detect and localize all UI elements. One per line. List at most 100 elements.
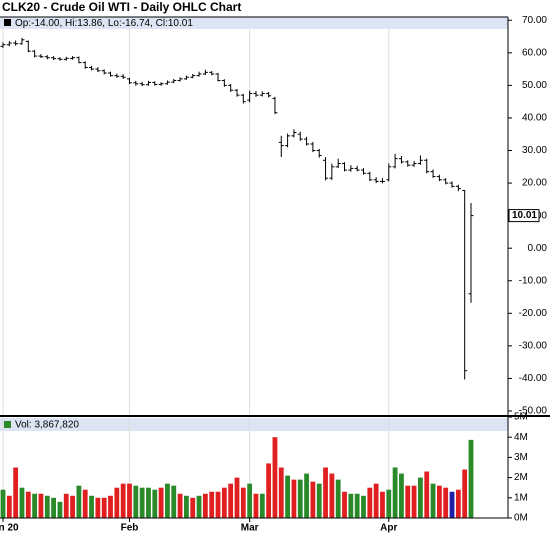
- y-tick-label: 50.00: [522, 80, 547, 91]
- volume-bar: [380, 491, 385, 518]
- price-legend-bar: [0, 17, 508, 29]
- volume-bar: [215, 491, 221, 518]
- volume-bar: [44, 495, 50, 518]
- volume-bar: [114, 487, 120, 518]
- volume-bar: [89, 495, 94, 518]
- volume-bar: [177, 493, 183, 518]
- volume-bar: [209, 491, 215, 518]
- volume-bar: [101, 497, 107, 518]
- y-tick-label: 0.00: [528, 243, 548, 254]
- volume-bar: [361, 495, 366, 518]
- volume-bar: [0, 489, 6, 518]
- volume-bar: [32, 493, 38, 518]
- y-tick-label: -50.00: [519, 406, 548, 417]
- y-tick-label: 1M: [514, 492, 528, 503]
- volume-bar: [468, 439, 474, 518]
- volume-bar: [25, 491, 31, 518]
- volume-bar: [329, 473, 335, 518]
- y-tick-label: 4M: [514, 432, 528, 443]
- volume-bar: [367, 487, 373, 518]
- volume-bar: [76, 485, 82, 518]
- volume-bar: [424, 471, 430, 518]
- volume-bar: [6, 495, 12, 518]
- volume-bar: [19, 487, 25, 518]
- price-legend: Op:-14.00, Hi:13.86, Lo:-16.74, Cl:10.01: [15, 18, 193, 29]
- volume-bar: [240, 487, 246, 518]
- volume-bar: [57, 501, 63, 518]
- volume-bar: [108, 495, 113, 518]
- y-tick-label: 70.00: [522, 15, 547, 26]
- y-tick-label: 20.00: [522, 178, 547, 189]
- volume-bar: [152, 489, 158, 518]
- volume-bar: [165, 483, 170, 518]
- y-tick-label: 60.00: [522, 47, 547, 58]
- volume-bar: [228, 483, 234, 518]
- plot-layer: Jan 20 Feb Mar Apr: [0, 29, 474, 534]
- volume-bar: [253, 493, 259, 518]
- last-price-box: [508, 209, 540, 223]
- y-tick-label: -30.00: [519, 341, 548, 352]
- volume-bar: [449, 491, 455, 518]
- volume-bar: [13, 467, 19, 518]
- volume-bar: [221, 487, 227, 518]
- volume-bar: [392, 467, 398, 518]
- volume-bar: [95, 497, 101, 518]
- volume-bar: [285, 475, 290, 518]
- price-legend-swatch: [4, 19, 11, 26]
- x-tick-label: Apr: [380, 523, 397, 534]
- volume-bar: [436, 485, 442, 518]
- volume-bar: [399, 473, 404, 518]
- volume-legend-swatch: [4, 421, 11, 428]
- chart-title: CLK20 - Crude Oil WTI - Daily OHLC Chart: [2, 0, 241, 14]
- y-tick-label: -10.00: [519, 275, 548, 286]
- volume-bar: [190, 497, 196, 518]
- volume-bar: [120, 483, 126, 518]
- volume-legend-bar: [0, 418, 508, 431]
- volume-bar: [411, 485, 417, 518]
- x-tick-label: Jan 20: [0, 523, 19, 534]
- volume-bar: [146, 487, 151, 518]
- volume-bar: [335, 479, 341, 518]
- volume-legend: Vol: 3,867,820: [15, 420, 79, 431]
- last-price-label: 10.01: [512, 210, 537, 221]
- y-tick-label: 40.00: [522, 113, 547, 124]
- volume-bar: [304, 473, 309, 518]
- volume-bar: [430, 483, 436, 518]
- volume-bar: [443, 487, 449, 518]
- volume-bar: [63, 493, 69, 518]
- y-tick-label: 3M: [514, 452, 528, 463]
- volume-bar: [247, 483, 253, 518]
- volume-bar: [272, 437, 278, 518]
- x-tick-label: Feb: [121, 523, 139, 534]
- volume-bar: [196, 495, 202, 518]
- x-tick-label: Mar: [241, 523, 259, 534]
- y-tick-label: 5M: [514, 412, 528, 423]
- volume-bar: [323, 467, 328, 518]
- volume-bar: [405, 485, 411, 518]
- y-tick-label: 0M: [514, 513, 528, 524]
- volume-bar: [297, 479, 303, 518]
- volume-bar: [278, 467, 284, 518]
- volume-bar: [373, 483, 379, 518]
- volume-bar: [133, 485, 139, 518]
- y-tick-label: 2M: [514, 472, 528, 483]
- volume-bar: [51, 497, 56, 518]
- volume-bar: [354, 493, 360, 518]
- volume-bar: [234, 477, 240, 518]
- volume-bar: [462, 469, 468, 518]
- volume-bar: [38, 493, 44, 518]
- volume-bar: [342, 491, 347, 518]
- y-tick-label: -20.00: [519, 308, 548, 319]
- volume-bar: [202, 493, 208, 518]
- volume-bar: [266, 463, 272, 518]
- volume-bar: [184, 495, 189, 518]
- volume-bar: [82, 489, 88, 518]
- y-tick-label: 30.00: [522, 145, 547, 156]
- volume-bar: [418, 477, 423, 518]
- volume-bar: [70, 495, 75, 518]
- volume-bar: [455, 489, 461, 518]
- y-tick-label: -40.00: [519, 373, 548, 384]
- volume-bar: [348, 493, 354, 518]
